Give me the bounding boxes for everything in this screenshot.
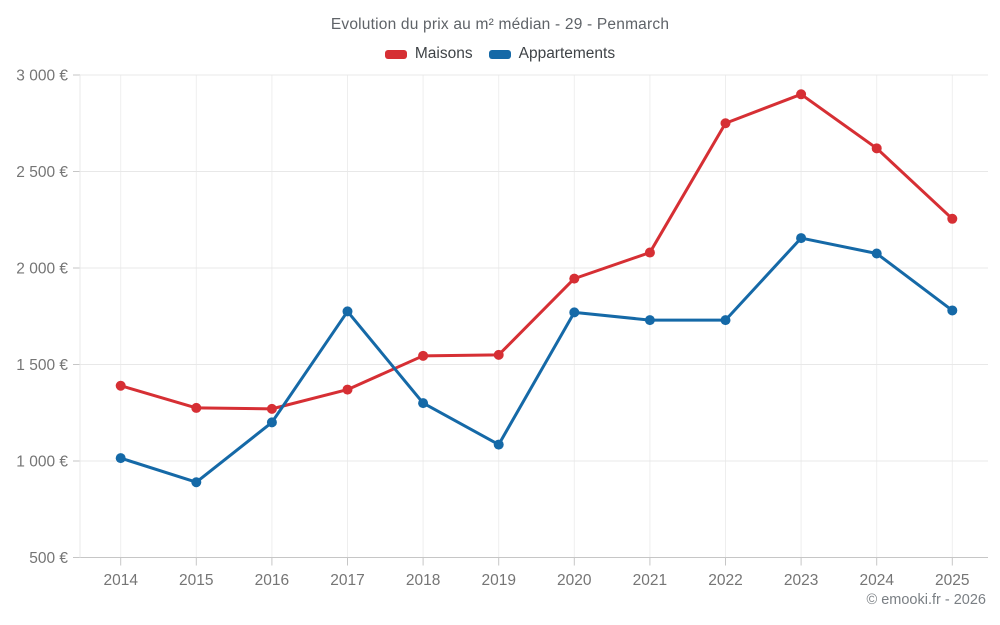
y-axis-label: 1 500 € bbox=[16, 357, 68, 374]
data-point-appartements-2016[interactable] bbox=[266, 417, 277, 428]
x-axis-label: 2017 bbox=[330, 572, 364, 589]
appartements-series-marker-icon bbox=[488, 49, 511, 59]
data-point-appartements-2017[interactable] bbox=[342, 306, 353, 317]
series-line-maisons bbox=[119, 92, 954, 411]
data-point-maisons-2018[interactable] bbox=[418, 350, 429, 361]
chart-title: Evolution du prix au m² médian - 29 - Pe… bbox=[330, 16, 670, 33]
x-axis-label: 2015 bbox=[179, 572, 213, 589]
y-axis-label: 2 000 € bbox=[16, 261, 68, 278]
x-axis-label: 2014 bbox=[103, 572, 138, 589]
x-axis-label: 2021 bbox=[633, 572, 667, 589]
data-point-appartements-2023[interactable] bbox=[796, 233, 807, 244]
series-line-appartements bbox=[119, 236, 954, 484]
y-axis-label: 1 000 € bbox=[16, 454, 68, 471]
data-point-appartements-2018[interactable] bbox=[418, 398, 429, 409]
legend-item-appartements[interactable]: Appartements bbox=[488, 45, 616, 63]
data-point-maisons-2022[interactable] bbox=[720, 118, 731, 129]
legend-item-maisons[interactable]: Maisons bbox=[384, 45, 473, 63]
data-point-appartements-2025[interactable] bbox=[947, 305, 958, 316]
maisons-series-marker-icon bbox=[384, 49, 407, 59]
y-axis-label: 500 € bbox=[29, 550, 68, 567]
data-point-appartements-2019[interactable] bbox=[493, 439, 504, 450]
legend-label-appartements: Appartements bbox=[518, 45, 616, 62]
x-axis-label: 2022 bbox=[708, 572, 742, 589]
data-point-maisons-2016[interactable] bbox=[266, 403, 277, 414]
x-axis-label: 2024 bbox=[859, 572, 894, 589]
data-point-appartements-2021[interactable] bbox=[644, 315, 655, 326]
x-axis-label: 2020 bbox=[557, 572, 592, 589]
data-point-maisons-2019[interactable] bbox=[493, 349, 504, 360]
data-point-appartements-2024[interactable] bbox=[871, 248, 882, 259]
x-axis-label: 2016 bbox=[255, 572, 289, 589]
data-point-appartements-2014[interactable] bbox=[115, 453, 126, 464]
data-point-maisons-2020[interactable] bbox=[569, 273, 580, 284]
x-axis-label: 2018 bbox=[406, 572, 440, 589]
data-point-maisons-2021[interactable] bbox=[644, 247, 655, 258]
y-axis-label: 2 500 € bbox=[16, 164, 68, 181]
data-point-appartements-2015[interactable] bbox=[191, 477, 202, 488]
x-axis-label: 2025 bbox=[935, 572, 969, 589]
data-point-maisons-2014[interactable] bbox=[115, 380, 126, 391]
data-point-maisons-2024[interactable] bbox=[871, 143, 882, 154]
data-point-maisons-2015[interactable] bbox=[191, 402, 202, 413]
x-axis-label: 2019 bbox=[481, 572, 515, 589]
data-point-maisons-2025[interactable] bbox=[947, 213, 958, 224]
data-point-maisons-2017[interactable] bbox=[342, 384, 353, 395]
data-point-maisons-2023[interactable] bbox=[796, 89, 807, 100]
chart-legend: Maisons Appartements bbox=[0, 45, 1000, 63]
y-axis-label: 3 000 € bbox=[16, 68, 68, 85]
copyright-footer: © emooki.fr - 2026 bbox=[866, 592, 986, 608]
data-point-appartements-2020[interactable] bbox=[569, 307, 580, 318]
x-axis-label: 2023 bbox=[784, 572, 818, 589]
data-point-appartements-2022[interactable] bbox=[720, 315, 731, 326]
legend-label-maisons: Maisons bbox=[414, 45, 473, 62]
